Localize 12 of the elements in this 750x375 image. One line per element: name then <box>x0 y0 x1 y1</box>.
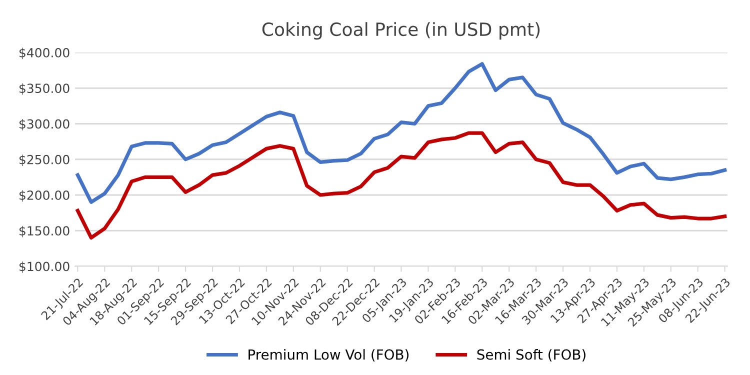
legend-label: Premium Low Vol (FOB) <box>248 349 409 362</box>
y-tick-label: $400.00 <box>19 48 70 60</box>
chart-title: Coking Coal Price (in USD pmt) <box>262 22 540 40</box>
line-series <box>76 62 727 204</box>
legend-label: Semi Soft (FOB) <box>477 349 586 362</box>
y-tick-label: $250.00 <box>19 154 70 166</box>
y-tick-label: $300.00 <box>19 119 70 130</box>
y-tick-label: $200.00 <box>19 190 70 202</box>
y-tick-label: $100.00 <box>19 262 70 273</box>
line-series <box>76 131 727 240</box>
y-tick-label: $350.00 <box>19 83 70 95</box>
y-tick-label: $150.00 <box>19 226 70 238</box>
